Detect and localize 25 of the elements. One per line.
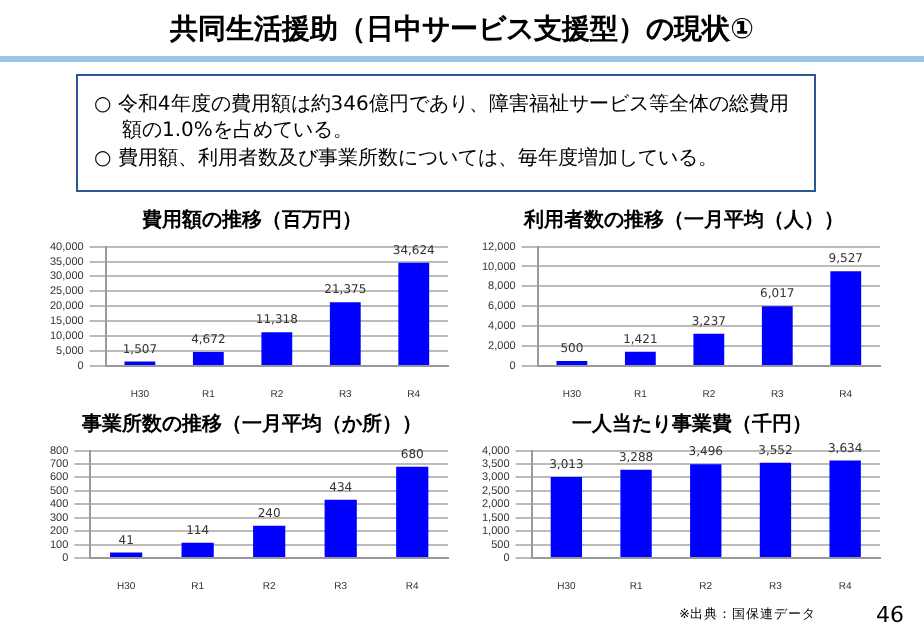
bar	[181, 542, 214, 557]
bar	[830, 271, 862, 365]
bar	[690, 464, 722, 557]
chart-title: 一人当たり事業費（千円）	[570, 412, 814, 438]
bar	[761, 306, 793, 365]
bar	[624, 351, 656, 365]
bar	[261, 332, 293, 365]
text: ○ 令和4年度の費用額は約346億円であり、障害福祉サービス等全体の総費用額の1.0%を占めている。	[94, 92, 791, 144]
text: ○ 費用額、利用者数及び事業所数については、毎年度増加している。	[94, 146, 720, 172]
bar	[550, 477, 583, 557]
chart-title: 事業所数の推移（一月平均（か所））	[80, 412, 424, 438]
bar	[396, 466, 429, 557]
text: 46	[876, 601, 904, 627]
bar	[829, 460, 861, 557]
chart-title: 費用額の推移（百万円）	[140, 208, 364, 234]
bar	[398, 262, 430, 365]
bar	[192, 352, 224, 365]
chart-title: 利用者数の推移（一月平均（人））	[521, 208, 846, 234]
bar	[253, 525, 286, 557]
text: 共同生活援助（日中サービス支援型）の現状①	[168, 12, 756, 50]
bar	[620, 469, 652, 557]
bar	[329, 302, 361, 365]
bar	[759, 462, 792, 557]
bar	[324, 499, 357, 557]
bar	[693, 333, 725, 365]
